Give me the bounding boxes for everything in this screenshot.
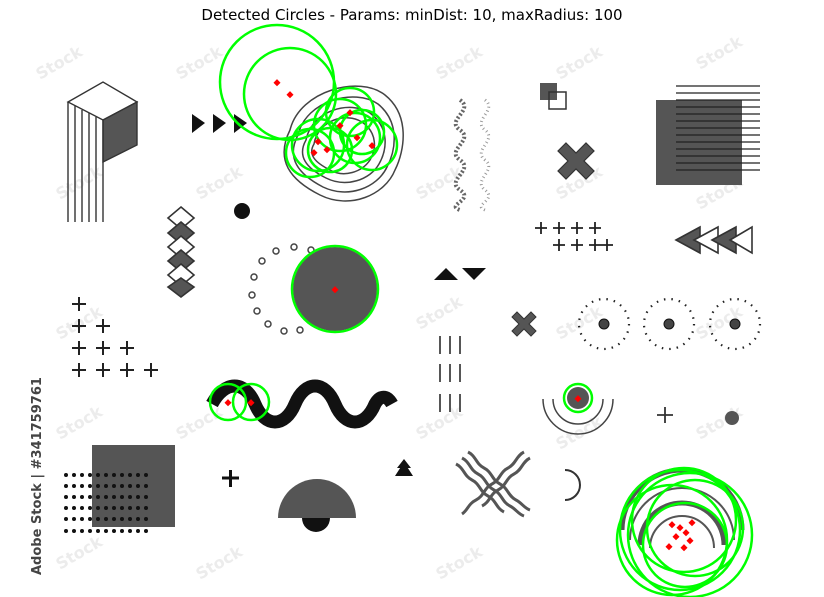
- detected-centers-overlay: [224, 79, 696, 552]
- dome-shape: [278, 479, 356, 532]
- black-dot-shape: [234, 203, 250, 219]
- overlap-squares-shape: [540, 83, 567, 110]
- dotted-wave-shape: [479, 98, 491, 212]
- black-wave-shape: [206, 379, 398, 429]
- striped-square-shape: [656, 85, 760, 185]
- small-x-shape: [511, 311, 537, 337]
- dotted-targets-shape: [577, 297, 762, 351]
- left-triangles-shape: [674, 225, 753, 255]
- small-plus-shape: [657, 407, 673, 423]
- dotted-ring-shape: [248, 243, 315, 335]
- dot-matrix-shape: [64, 473, 148, 533]
- updown-triangles-shape: [434, 268, 486, 280]
- bold-plus-shape: [222, 470, 239, 487]
- figure-title: Detected Circles - Params: minDist: 10, …: [201, 6, 623, 24]
- small-triangle-shape: [395, 459, 413, 476]
- wavy-x-shape: [455, 450, 531, 518]
- half-ring-shape: [542, 398, 614, 435]
- right-triangles-shape: [192, 114, 247, 133]
- grey-dot-shape: [725, 411, 739, 425]
- vertical-dashes-shape: [439, 336, 461, 412]
- detected-circles-overlay: [208, 23, 754, 597]
- striped-cube-shape: [66, 81, 139, 222]
- wavy-chain-shape: [453, 98, 467, 212]
- x-cross-shape: [557, 142, 595, 180]
- thin-arc-shape: [564, 469, 581, 501]
- plus-grid-shape: [72, 297, 158, 377]
- plus-rows-shape: [535, 222, 613, 251]
- stock-credit-text: Adobe Stock | #341759761: [30, 377, 45, 575]
- diamond-stack-shape: [166, 205, 196, 299]
